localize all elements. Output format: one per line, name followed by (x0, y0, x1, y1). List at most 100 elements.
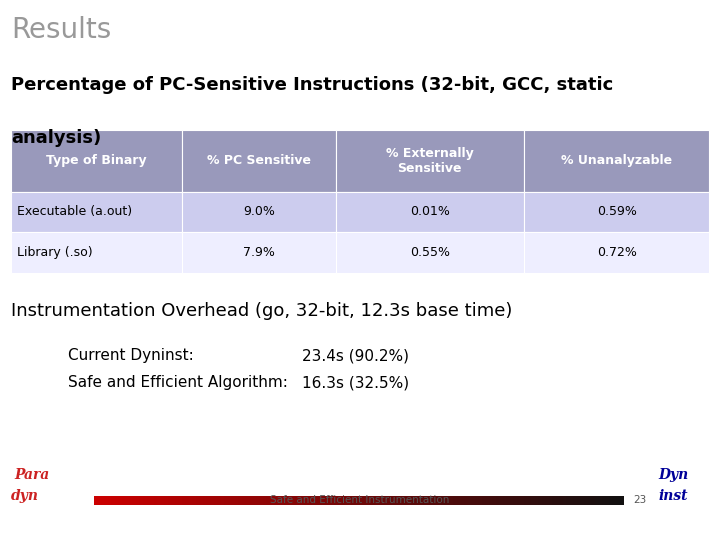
Bar (242, 496, 246, 505)
Bar (528, 496, 532, 505)
Bar (224, 496, 228, 505)
Bar (181, 496, 186, 505)
Text: 0.55%: 0.55% (410, 246, 450, 259)
Bar (305, 496, 310, 505)
Bar (408, 496, 412, 505)
Bar (298, 496, 302, 505)
Text: 7.9%: 7.9% (243, 246, 274, 259)
Bar (443, 496, 447, 505)
Bar (182, 192, 336, 232)
Bar (379, 496, 384, 505)
Bar (573, 496, 577, 505)
Bar (467, 496, 472, 505)
Text: dyn: dyn (11, 489, 39, 503)
Bar (524, 130, 709, 192)
Text: % Externally
Sensitive: % Externally Sensitive (386, 147, 474, 174)
Bar (326, 496, 330, 505)
Bar (140, 496, 144, 505)
Bar (446, 496, 451, 505)
Bar (312, 496, 317, 505)
Bar (422, 496, 426, 505)
Bar (316, 496, 320, 505)
Text: Safe and Efficient Instrumentation: Safe and Efficient Instrumentation (270, 495, 450, 505)
Bar (249, 496, 253, 505)
Bar (616, 496, 620, 505)
Bar (598, 496, 603, 505)
Bar (11, 130, 182, 192)
Bar (524, 232, 709, 273)
Bar (450, 496, 454, 505)
Bar (291, 496, 295, 505)
Bar (125, 496, 130, 505)
Bar (602, 496, 606, 505)
Bar (259, 496, 264, 505)
Bar (383, 496, 387, 505)
Bar (471, 496, 475, 505)
Bar (541, 496, 546, 505)
Bar (150, 496, 154, 505)
Bar (104, 496, 109, 505)
Bar (411, 496, 415, 505)
Text: 23: 23 (634, 495, 647, 505)
Bar (157, 496, 161, 505)
Bar (220, 496, 225, 505)
Bar (482, 496, 486, 505)
Text: inst: inst (659, 489, 688, 503)
Bar (559, 496, 564, 505)
Bar (253, 496, 256, 505)
Bar (580, 496, 585, 505)
Text: Safe and Efficient Algorithm:: Safe and Efficient Algorithm: (68, 375, 288, 390)
Bar (563, 496, 567, 505)
Bar (359, 496, 362, 505)
Bar (474, 496, 479, 505)
Bar (415, 496, 419, 505)
Bar (584, 496, 588, 505)
Bar (196, 496, 200, 505)
Bar (277, 496, 282, 505)
Bar (11, 192, 182, 232)
Bar (330, 496, 334, 505)
Bar (231, 496, 235, 505)
Bar (439, 496, 444, 505)
Bar (175, 496, 179, 505)
Bar (531, 496, 536, 505)
Bar (506, 496, 510, 505)
Bar (122, 496, 126, 505)
Bar (397, 496, 401, 505)
Text: 0.59%: 0.59% (597, 205, 636, 219)
Text: Type of Binary: Type of Binary (46, 154, 147, 167)
Bar (513, 496, 518, 505)
Bar (97, 496, 102, 505)
Bar (132, 496, 137, 505)
Bar (552, 496, 557, 505)
Bar (118, 496, 122, 505)
Bar (394, 496, 397, 505)
Bar (355, 496, 359, 505)
Bar (489, 496, 493, 505)
Bar (538, 496, 542, 505)
Bar (94, 496, 98, 505)
Bar (351, 496, 356, 505)
Bar (503, 496, 507, 505)
Bar (365, 496, 369, 505)
Bar (510, 496, 514, 505)
Bar (189, 496, 193, 505)
Bar (179, 496, 183, 505)
Bar (246, 496, 250, 505)
Bar (210, 496, 215, 505)
Bar (524, 192, 709, 232)
Bar (404, 496, 408, 505)
Bar (111, 496, 115, 505)
Bar (457, 496, 462, 505)
Bar (136, 496, 140, 505)
Bar (500, 496, 503, 505)
Bar (302, 496, 306, 505)
Text: 16.3s (32.5%): 16.3s (32.5%) (302, 375, 410, 390)
Bar (461, 496, 465, 505)
Bar (376, 496, 380, 505)
Bar (549, 496, 553, 505)
Bar (147, 496, 150, 505)
Text: Percentage of PC-Sensitive Instructions (32-bit, GCC, static: Percentage of PC-Sensitive Instructions … (11, 76, 613, 93)
Bar (337, 496, 341, 505)
Bar (577, 496, 581, 505)
